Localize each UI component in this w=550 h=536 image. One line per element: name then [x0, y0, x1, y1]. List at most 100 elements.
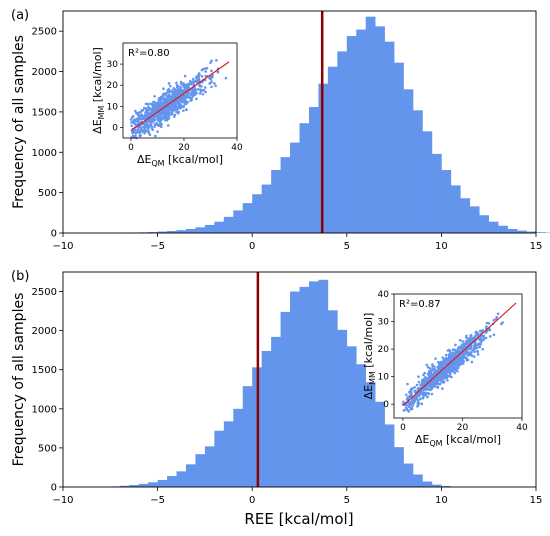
scatter-point	[463, 355, 466, 359]
scatter-point	[433, 367, 436, 371]
scatter-point	[159, 125, 163, 129]
x-tick-label: 5	[344, 495, 350, 506]
inset-y-tick-label: 20	[378, 345, 390, 355]
scatter-point	[201, 92, 205, 96]
x-tick-label: −5	[150, 241, 165, 252]
scatter-point	[456, 366, 460, 370]
scatter-point	[210, 69, 213, 73]
scatter-point	[456, 350, 459, 354]
y-tick-label: 2500	[32, 27, 57, 38]
scatter-point	[191, 95, 195, 98]
inset-frame	[393, 293, 523, 419]
histogram-bar	[280, 311, 291, 487]
axes-frame	[62, 271, 537, 488]
scatter-point	[153, 118, 157, 121]
scatter-point	[406, 404, 410, 407]
scatter-point	[458, 338, 462, 342]
scatter-point	[175, 110, 178, 114]
scatter-point	[481, 347, 485, 351]
scatter-point	[158, 97, 162, 101]
histogram-bar	[365, 16, 376, 233]
y-tick-label: 1000	[32, 404, 57, 415]
scatter-point	[165, 108, 168, 112]
histogram-bar	[233, 210, 244, 233]
scatter-point	[179, 97, 182, 101]
scatter-point	[429, 371, 433, 375]
scatter-point	[421, 382, 425, 386]
histogram-bar	[479, 215, 489, 233]
histogram-bar	[129, 485, 139, 487]
histogram-panel-1: −10 −5 0 5 10 1505001000150020002500(a)Freque…	[11, 8, 550, 252]
scatter-point	[181, 100, 185, 103]
scatter-point	[139, 127, 143, 131]
inset-y-tick-label: 40	[378, 290, 390, 300]
x-tick-label: −10	[52, 241, 73, 252]
scatter-point	[215, 59, 218, 62]
x-tick-label: 10	[435, 241, 448, 252]
panel-label: (b)	[11, 269, 29, 284]
histogram-bar	[157, 231, 168, 233]
scatter-point	[189, 79, 192, 83]
scatter-point	[436, 385, 440, 389]
histogram-bar	[413, 110, 423, 233]
scatter-point	[144, 130, 147, 133]
scatter-point	[495, 315, 499, 319]
scatter-point	[405, 407, 408, 410]
scatter-point	[467, 353, 470, 357]
scatter-point	[143, 125, 146, 129]
inset-scatter-1: 0 20 40 0 10 20 30 R²=0.80 ΔEQM [kcal/mol] ΔEMM […	[91, 42, 243, 168]
scatter-point	[444, 361, 447, 364]
inset-y-tick-label: 30	[378, 318, 390, 328]
scatter-point	[441, 374, 444, 377]
scatter-point	[161, 102, 164, 105]
x-tick-label: −5	[150, 495, 165, 506]
histogram-bar	[498, 225, 508, 233]
scatter-point	[167, 82, 171, 85]
scatter-point	[168, 104, 172, 108]
inset-y-tick-label: 20	[107, 81, 119, 91]
scatter-point	[436, 382, 440, 385]
inset-x-tick-label: 20	[457, 423, 469, 433]
scatter-point	[476, 353, 480, 356]
scatter-point	[422, 373, 425, 377]
y-tick-label: 2000	[32, 67, 57, 78]
histogram-bar	[242, 386, 253, 487]
histogram-bar	[460, 198, 471, 233]
x-tick-label: 15	[530, 241, 543, 252]
scatter-point	[143, 114, 146, 117]
scatter-point	[164, 119, 168, 122]
scatter-point	[469, 333, 473, 337]
scatter-point	[204, 90, 207, 94]
scatter-point	[430, 392, 434, 396]
scatter-point	[467, 339, 471, 343]
scatter-point	[410, 387, 414, 391]
scatter-point	[461, 353, 464, 357]
scatter-point	[156, 102, 159, 105]
scatter-point	[462, 342, 466, 346]
scatter-point	[143, 117, 146, 121]
histogram-bar	[375, 26, 385, 234]
inset-y-tick-label: 30	[107, 60, 119, 70]
scatter-point	[444, 370, 447, 374]
scatter-point	[165, 99, 168, 102]
histogram-bar	[308, 107, 319, 233]
scatter-point	[453, 371, 457, 375]
scatter-point	[158, 100, 161, 104]
scatter-point	[163, 101, 166, 105]
scatter-point	[144, 102, 148, 106]
scatter-point	[191, 91, 195, 94]
scatter-point	[171, 90, 174, 94]
scatter-point	[176, 108, 179, 111]
scatter-point	[214, 84, 217, 88]
scatter-point	[470, 360, 474, 364]
scatter-point	[175, 91, 179, 95]
histogram-bar	[384, 41, 395, 234]
histogram-bar	[337, 51, 348, 234]
scatter-point	[172, 94, 176, 98]
scatter-point	[200, 75, 204, 78]
scatter-point	[171, 105, 175, 109]
scatter-point	[453, 354, 456, 357]
scatter-point	[159, 123, 162, 127]
panel-label: (a)	[11, 8, 29, 23]
scatter-point	[162, 116, 166, 119]
